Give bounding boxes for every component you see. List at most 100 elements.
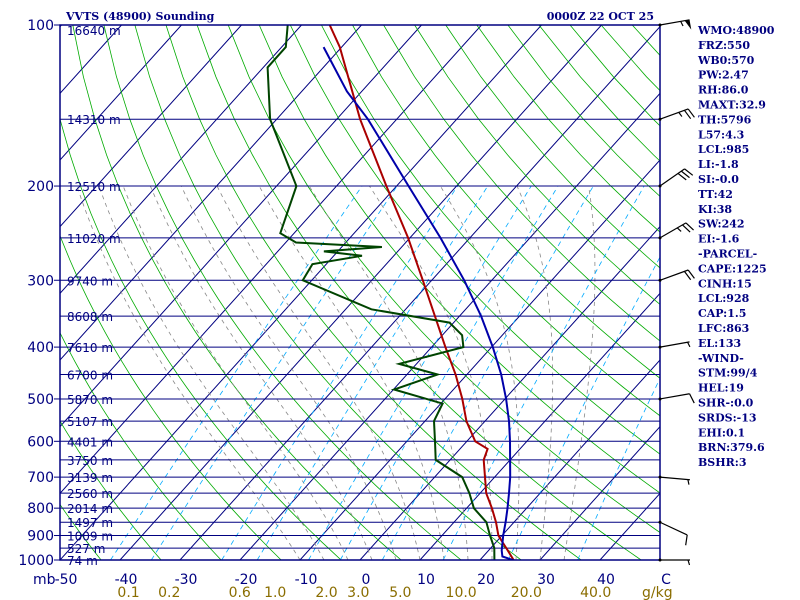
mixing-ratio-tick-label: 3.0 (347, 585, 369, 600)
side-panel-row: RH:86.0 (698, 84, 749, 97)
dry-adiabat (72, 25, 402, 560)
wind-barb (658, 269, 695, 282)
side-panel-row: HEL:19 (698, 382, 744, 395)
mixing-ratio-line (256, 185, 489, 560)
pressure-unit-label: mb (33, 572, 56, 588)
side-panel-row: BRN:379.6 (698, 441, 765, 454)
height-label: 4401 m (67, 435, 113, 449)
wind-barb-half-feather (680, 21, 684, 27)
side-panel: WMO:48900 FRZ:550 WB0:570 PW:2.47 RH:86.0 MAX… (697, 24, 775, 469)
parcel-line (322, 46, 517, 560)
mixing-ratio-line (110, 185, 363, 560)
wind-barb-feather (687, 269, 695, 279)
height-label: 16640 m (67, 24, 121, 38)
height-label: 9740 m (67, 274, 113, 288)
chart-title: VVTS (48900) Sounding (65, 10, 215, 23)
isotherm-line (0, 25, 2, 560)
height-label: 6700 m (67, 368, 113, 382)
pressure-tick-label: 400 (27, 340, 54, 356)
temperature-tick-label: 30 (537, 572, 555, 588)
temperature-tick-label: -30 (175, 572, 198, 588)
wind-barb (658, 475, 690, 485)
side-panel-row: -WIND- (698, 352, 744, 365)
side-panel-row: L57:4.3 (698, 128, 744, 141)
mixing-ratio-tick-label: 10.0 (446, 585, 477, 600)
height-label: 2560 m (67, 487, 113, 501)
height-label: 1497 m (67, 516, 113, 530)
height-label: 527 m (67, 542, 105, 556)
height-label: 2014 m (67, 502, 113, 516)
dry-adiabat (227, 25, 660, 533)
mixing-ratio-line (381, 185, 594, 560)
grid-layer (0, 25, 660, 560)
side-panel-row: KI:38 (698, 203, 732, 216)
height-label: 3139 m (67, 471, 113, 485)
wind-barb (658, 222, 694, 240)
mixing-ratio-tick-label: 0.1 (117, 585, 139, 600)
wind-barb-half-feather (678, 112, 683, 117)
wind-barb-station (658, 558, 662, 562)
wind-barb (658, 393, 695, 404)
wind-barb (658, 520, 688, 546)
wind-barb-station (658, 23, 662, 27)
wind-barb-feather (682, 224, 691, 233)
wind-barb-staff (659, 108, 689, 120)
side-panel-row: EHI:0.1 (698, 426, 745, 439)
side-panel-row: SRDS:-13 (698, 411, 757, 424)
temperature-tick-label: -10 (295, 572, 318, 588)
wind-barb-station (658, 520, 662, 524)
dry-adiabat (196, 25, 642, 560)
moist-adiabat (308, 185, 469, 560)
height-label: 11020 m (67, 232, 121, 246)
side-panel-row: -PARCEL- (698, 248, 757, 261)
pressure-tick-label: 900 (27, 529, 54, 545)
temperature-tick-label: -20 (235, 572, 258, 588)
side-panel-row: SW:242 (698, 218, 745, 231)
chart-time: 0000Z 22 OCT 25 (547, 10, 654, 23)
height-label: 12510 m (67, 180, 121, 194)
moist-adiabat (150, 185, 373, 560)
mixing-ratio-tick-label: 0.2 (158, 585, 180, 600)
wind-barb-station (658, 184, 662, 188)
wind-barbs (658, 19, 695, 566)
wind-barb-feather (683, 109, 692, 120)
moist-adiabat (122, 185, 349, 560)
wind-barb-feather (680, 170, 690, 179)
moist-adiabat (440, 185, 520, 560)
wind-barb-staff (659, 222, 687, 239)
height-label: 7610 m (67, 341, 113, 355)
wind-barb-feather (685, 222, 694, 231)
pressure-tick-label: 700 (27, 470, 54, 486)
wind-barb-feather (687, 108, 695, 118)
pressure-tick-label: 200 (27, 179, 54, 195)
wind-barb (658, 108, 695, 121)
height-label: 5870 m (67, 393, 113, 407)
height-label: 14310 m (67, 113, 121, 127)
side-panel-row: LFC:863 (698, 322, 749, 335)
series-layer (266, 25, 517, 560)
side-panel-row: LI:-1.8 (698, 158, 739, 171)
height-label: 3750 m (67, 454, 113, 468)
height-label: 5107 m (67, 415, 113, 429)
mixing-ratio-tick-label: 2.0 (315, 585, 337, 600)
side-panel-row: SI:-0.0 (698, 173, 739, 186)
pressure-tick-label: 100 (27, 18, 54, 34)
wind-barb-feather (683, 271, 692, 281)
mixing-ratio-line (442, 185, 645, 560)
moist-adiabat (516, 185, 554, 560)
temperature-tick-label: -40 (115, 572, 138, 588)
temperature-tick-label: 40 (597, 572, 615, 588)
side-panel-row: LCL:985 (698, 143, 749, 156)
isotherm-line (119, 25, 602, 560)
wind-barb-feather (677, 172, 687, 181)
side-panel-row: MAXT:32.9 (698, 99, 766, 112)
side-panel-row: BSHR:3 (698, 456, 747, 469)
mixing-ratio-tick-label: 20.0 (511, 585, 542, 600)
side-panel-row: CAPE:1225 (698, 262, 767, 275)
wind-barb-half-feather (687, 559, 691, 566)
isotherm-line (60, 25, 242, 228)
wind-barb-staff (659, 393, 690, 400)
side-panel-row: SHR-:0.0 (698, 397, 754, 410)
pressure-tick-label: 1000 (18, 553, 54, 569)
